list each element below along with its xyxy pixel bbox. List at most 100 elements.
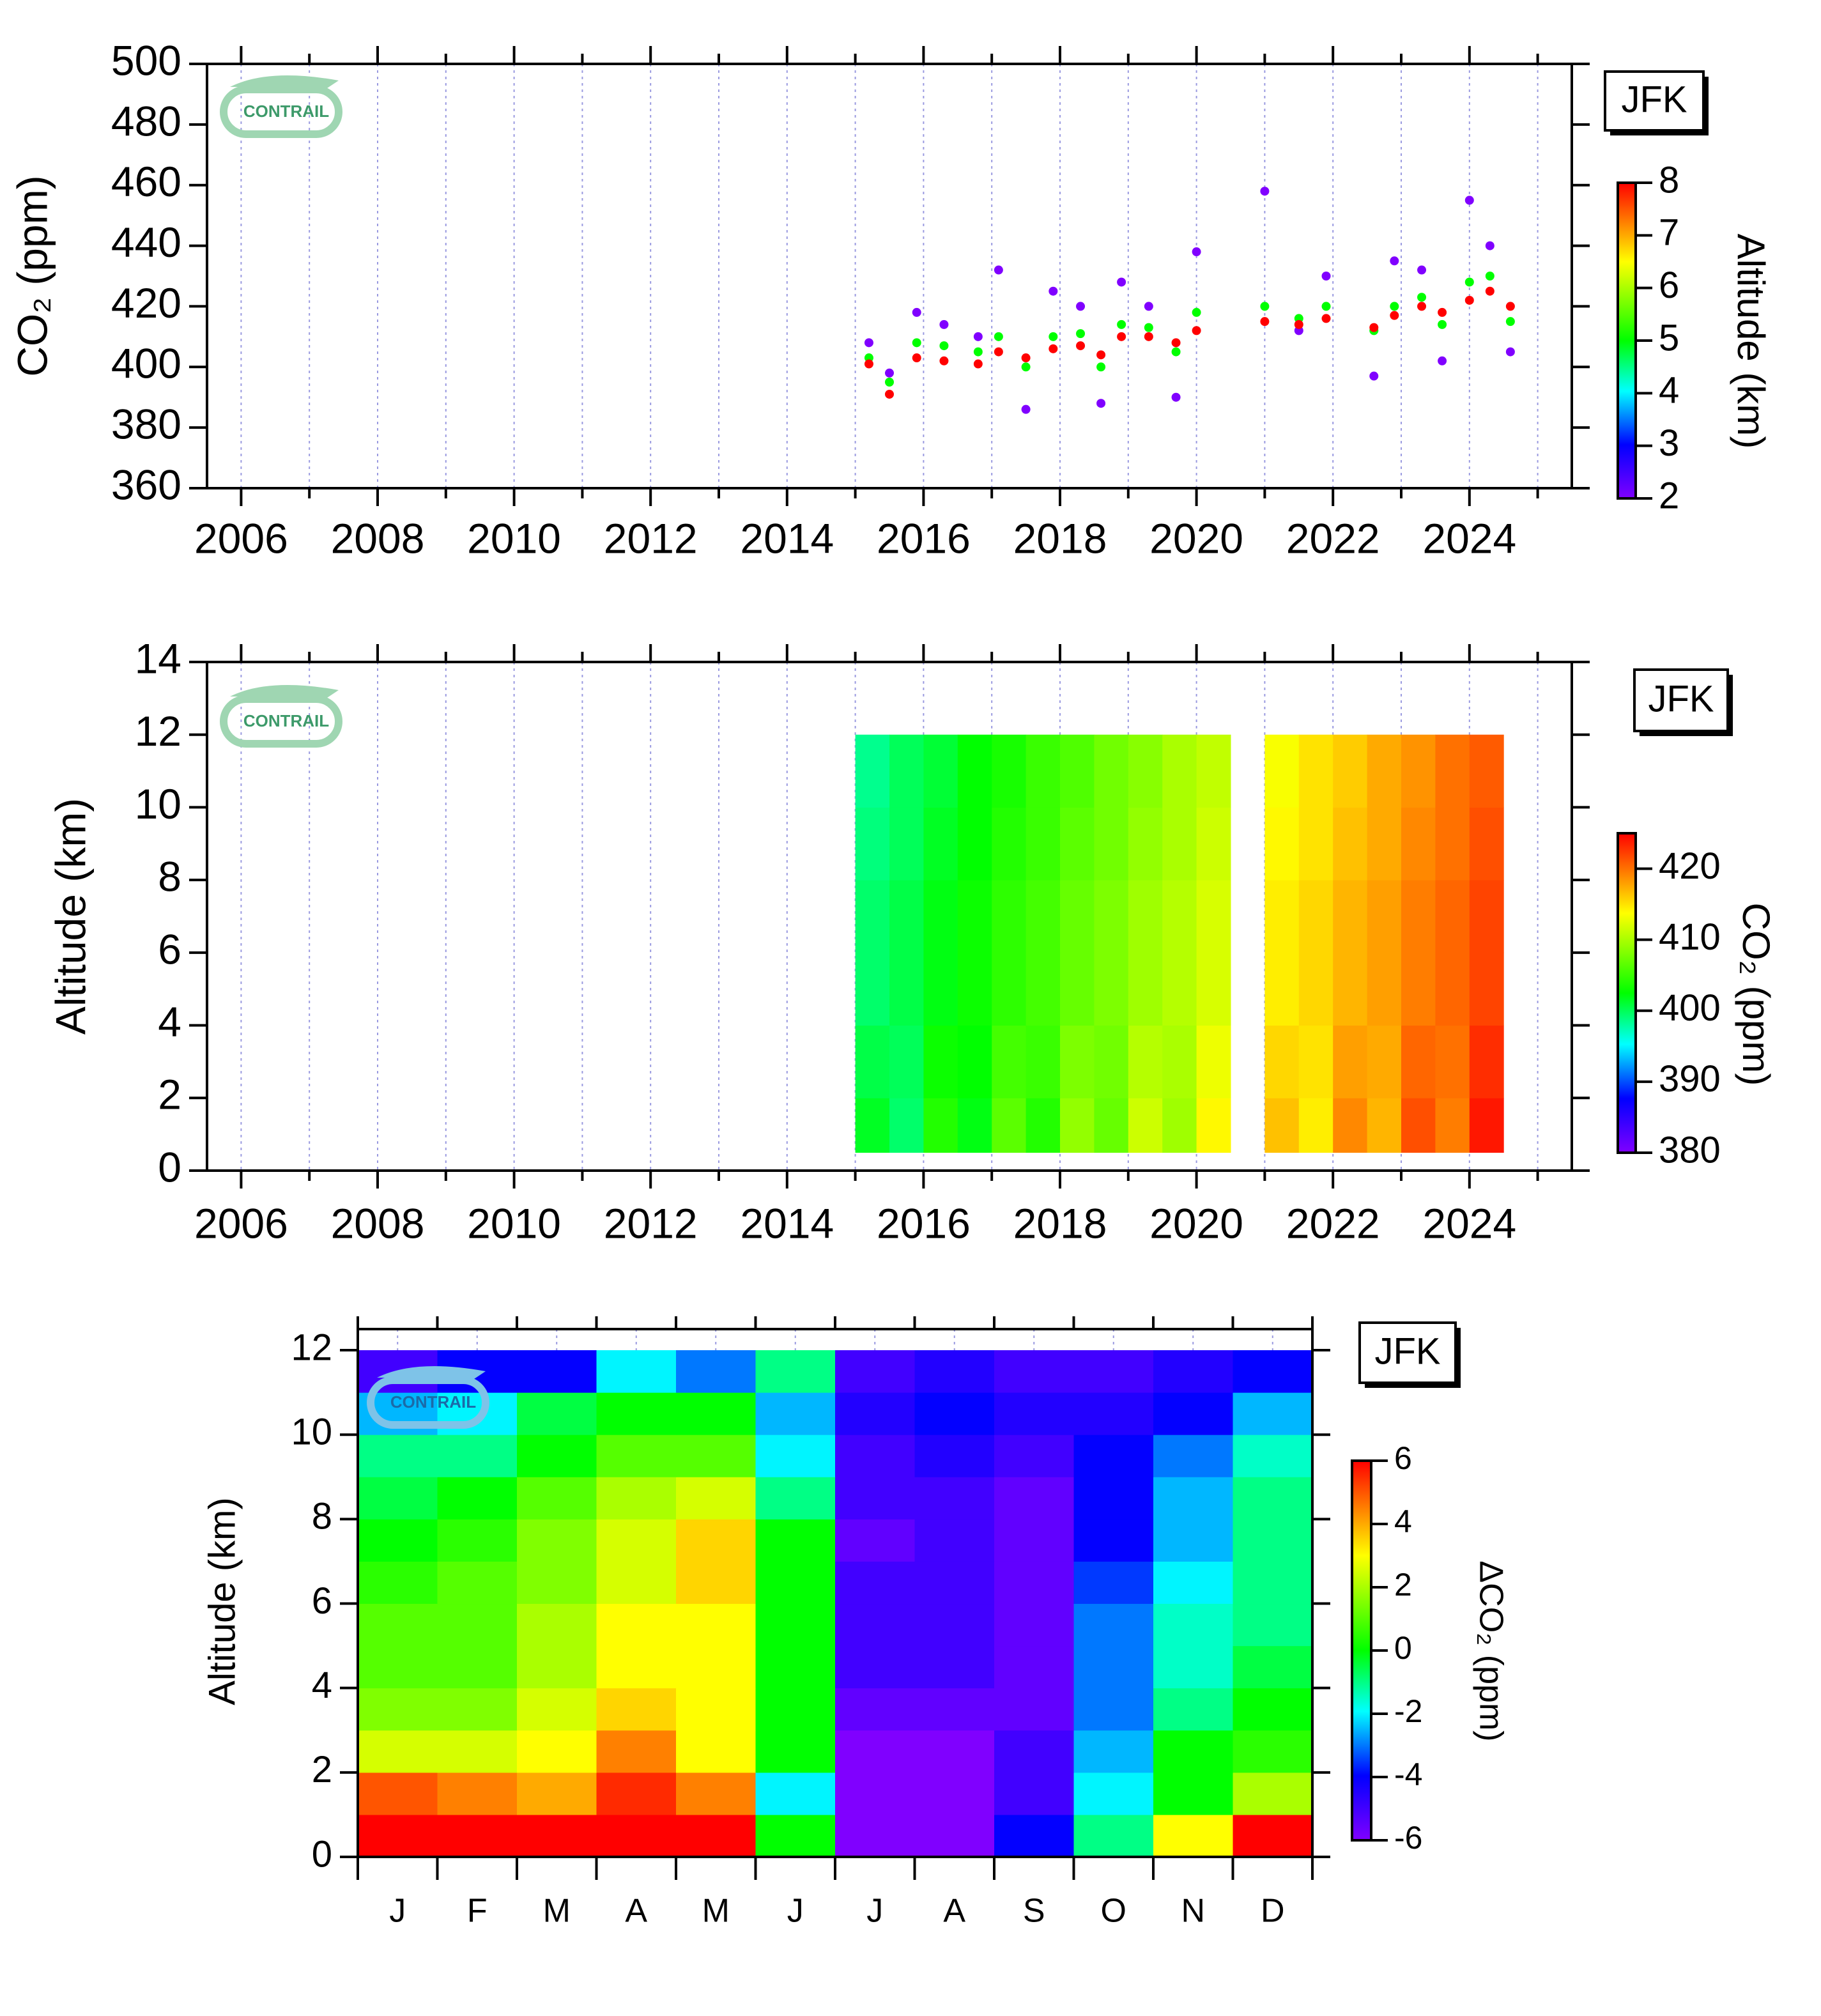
cell xyxy=(914,1730,995,1773)
y-tick-label: 10 xyxy=(291,1412,332,1453)
cell xyxy=(1073,1688,1154,1731)
cell xyxy=(1264,952,1300,1026)
point xyxy=(1294,319,1303,329)
colorbar-tick-label: 4 xyxy=(1659,370,1679,412)
colorbar xyxy=(1617,181,1637,500)
cell xyxy=(358,1814,438,1858)
cell xyxy=(889,1025,924,1098)
cell xyxy=(1026,952,1061,1026)
colorbar-tick-label: -4 xyxy=(1394,1757,1422,1792)
cell xyxy=(517,1519,597,1562)
cell xyxy=(1469,952,1504,1026)
cell xyxy=(676,1603,756,1647)
cell xyxy=(437,1814,518,1858)
point xyxy=(1505,302,1515,311)
point xyxy=(1485,272,1494,281)
cell xyxy=(1060,1025,1095,1098)
logo-band xyxy=(367,1376,489,1429)
cell xyxy=(1333,880,1368,953)
point xyxy=(973,347,983,357)
y-tick-label: 4 xyxy=(158,998,181,1045)
y-axis-label: CO₂ (ppm) xyxy=(8,175,56,376)
cell xyxy=(676,1392,756,1435)
x-tick-label: 2024 xyxy=(1422,1199,1516,1247)
point xyxy=(1096,399,1106,408)
cell xyxy=(923,952,958,1026)
colorbar-tick-label: 5 xyxy=(1659,317,1679,358)
x-tick-label: 2024 xyxy=(1422,514,1516,562)
cell xyxy=(1435,952,1470,1026)
cell xyxy=(596,1645,677,1689)
point xyxy=(994,332,1003,341)
cell xyxy=(914,1561,995,1604)
cell xyxy=(835,1392,915,1435)
point xyxy=(1192,247,1201,257)
cell xyxy=(1094,807,1129,881)
cell xyxy=(914,1435,995,1477)
cell xyxy=(835,1350,915,1393)
cell xyxy=(994,1435,1074,1477)
cell xyxy=(992,1025,1027,1098)
cell xyxy=(1026,880,1061,953)
point xyxy=(1171,347,1181,357)
x-tick-label: 2012 xyxy=(604,1199,698,1247)
colorbar-tick-label: 6 xyxy=(1394,1440,1412,1476)
point xyxy=(1321,314,1331,323)
point xyxy=(1049,286,1058,296)
cell xyxy=(889,807,924,881)
cell xyxy=(1128,880,1163,953)
cell xyxy=(1153,1772,1233,1815)
y-tick-label: 12 xyxy=(135,707,181,755)
plot-frame xyxy=(206,63,1573,489)
cell xyxy=(1128,1025,1163,1098)
cell xyxy=(957,1025,992,1098)
cell xyxy=(1128,734,1163,808)
station-label: JFK xyxy=(1621,79,1687,120)
cell xyxy=(889,1098,924,1153)
y-tick-label: 0 xyxy=(312,1833,332,1875)
cell xyxy=(923,1098,958,1153)
cell xyxy=(1298,1025,1333,1098)
cell xyxy=(1367,1098,1402,1153)
point xyxy=(973,359,983,369)
cell xyxy=(855,880,890,953)
y-tick-label: 480 xyxy=(111,97,181,144)
x-tick-label: 2010 xyxy=(467,514,561,562)
cell xyxy=(1060,807,1095,881)
logo-band xyxy=(220,86,342,138)
x-tick-label: 2016 xyxy=(877,514,971,562)
cell xyxy=(957,952,992,1026)
point xyxy=(994,347,1003,357)
cell xyxy=(755,1350,836,1393)
point xyxy=(885,378,894,387)
point xyxy=(1438,307,1447,317)
cell xyxy=(1196,1025,1231,1098)
cell xyxy=(1162,1098,1197,1153)
point xyxy=(912,353,921,363)
cell xyxy=(1233,1477,1313,1520)
cell xyxy=(994,1730,1074,1773)
cell xyxy=(1264,734,1300,808)
cell xyxy=(596,1435,677,1477)
cell xyxy=(1153,1435,1233,1477)
y-tick-label: 6 xyxy=(158,925,181,973)
x-tick-label: 2010 xyxy=(467,1199,561,1247)
cell xyxy=(1233,1814,1313,1858)
point xyxy=(1076,341,1086,351)
colorbar-tick-label: 0 xyxy=(1394,1630,1412,1666)
logo-text: CONTRAIL xyxy=(243,102,329,121)
cell xyxy=(1162,1025,1197,1098)
cell xyxy=(914,1519,995,1562)
cell xyxy=(1401,734,1436,808)
point xyxy=(1417,302,1427,311)
cell xyxy=(1264,1025,1300,1098)
x-tick-label: A xyxy=(625,1893,647,1930)
colorbar-tick-label: 2 xyxy=(1659,475,1679,516)
cell xyxy=(596,1477,677,1520)
x-tick-label: J xyxy=(866,1893,883,1930)
cell xyxy=(1026,1025,1061,1098)
cell xyxy=(1060,1098,1095,1153)
cell xyxy=(855,807,890,881)
cell xyxy=(517,1392,597,1435)
cell xyxy=(1162,952,1197,1026)
